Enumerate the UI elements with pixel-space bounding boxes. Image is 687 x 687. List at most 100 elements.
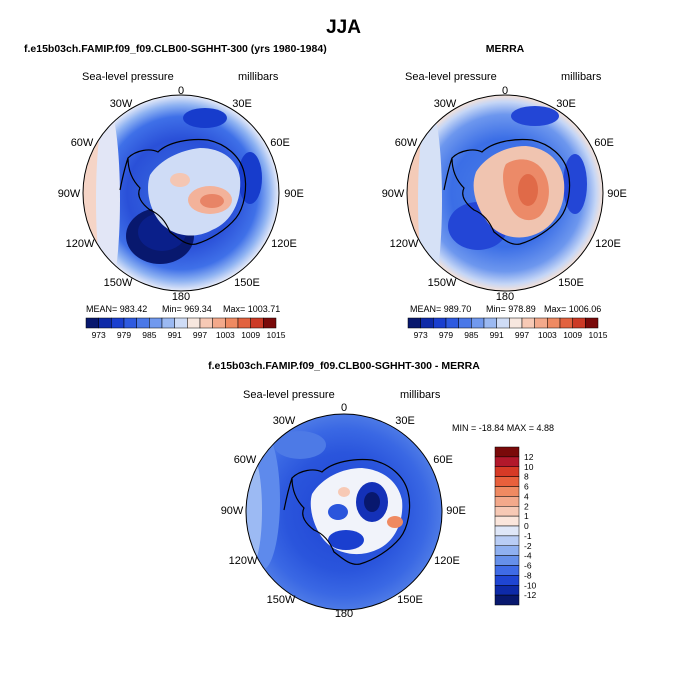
lon-label: 30E <box>395 415 415 427</box>
colorbar-swatch <box>85 317 99 329</box>
lon-label: 90W <box>382 188 405 200</box>
lon-label: 90E <box>607 188 627 200</box>
panel-diff-neg-ross <box>328 530 364 550</box>
panel-diff: f.e15b03ch.FAMIP.f09_f09.CLB00-SGHHT-300… <box>208 360 554 620</box>
panel-diff-west-light <box>246 456 262 564</box>
panel-model-low-east <box>238 152 262 204</box>
panel-diff-map <box>245 413 443 611</box>
colorbar-swatch <box>136 317 150 329</box>
colorbar-tick-label: 1015 <box>589 330 608 340</box>
panel-model-lon-labels: 0 30E 60E 90E 120E 150E 180 150W 120W 90… <box>58 85 304 303</box>
colorbar-tick-label: 997 <box>515 330 529 340</box>
colorbar-swatch <box>250 317 264 329</box>
colorbar-tick-label: 973 <box>414 330 428 340</box>
colorbar-tick-label: 2 <box>524 501 529 511</box>
page-title: JJA <box>326 17 361 38</box>
colorbar-swatch <box>174 317 188 329</box>
panel-merra-low-east <box>563 154 587 214</box>
lon-label: 90E <box>284 188 304 200</box>
lon-label: 120E <box>434 555 460 567</box>
colorbar-tick-label: 1009 <box>563 330 582 340</box>
panel-merra-lon-labels: 0 30E 60E 90E 120E 150E 180 150W 120W 90… <box>382 85 627 303</box>
colorbar-swatch <box>237 317 251 329</box>
lon-label: 0 <box>502 85 508 97</box>
colorbar-tick-label: -6 <box>524 561 532 571</box>
colorbar-swatch <box>494 565 520 576</box>
panel-model-map-border <box>82 94 280 292</box>
panel-merra-map-border <box>406 94 604 292</box>
colorbar-swatch <box>494 506 520 517</box>
colorbar-swatch <box>225 317 239 329</box>
colorbar-tick-label: -1 <box>524 531 532 541</box>
colorbar-swatch <box>445 317 459 329</box>
colorbar-tick-label: 0 <box>524 521 529 531</box>
lon-label: 30E <box>556 98 576 110</box>
lon-label: 120E <box>271 238 297 250</box>
panel-diff-neg-west <box>328 504 348 520</box>
colorbar-tick-label: 979 <box>117 330 131 340</box>
panel-merra-coastline <box>451 138 571 245</box>
colorbar-swatch <box>494 456 520 467</box>
colorbar-swatch <box>483 317 497 329</box>
colorbar-swatch <box>494 466 520 477</box>
lon-label: 0 <box>341 402 347 414</box>
panel-model-map <box>82 94 280 292</box>
colorbar-swatch <box>494 585 520 596</box>
lon-label: 30W <box>434 98 457 110</box>
colorbar-tick-label: 1015 <box>267 330 286 340</box>
panel-model-peninsula <box>119 157 129 191</box>
colorbar-swatch <box>263 317 277 329</box>
lon-label: 180 <box>172 291 190 303</box>
colorbar-swatch <box>494 515 520 527</box>
panel-model-title: f.e15b03ch.FAMIP.f09_f09.CLB00-SGHHT-300… <box>24 43 327 55</box>
stat-min: Min= 978.89 <box>486 304 536 314</box>
lon-label: 120W <box>390 238 419 250</box>
colorbar-tick-label: -12 <box>524 590 537 600</box>
panel-diff-variable-label: Sea-level pressure <box>243 389 335 401</box>
colorbar-swatch <box>521 317 535 329</box>
panel-merra-west-light-band <box>418 108 442 291</box>
panel-merra-high-core <box>518 174 538 206</box>
colorbar-tick-label: 985 <box>464 330 478 340</box>
colorbar-swatch <box>547 317 561 329</box>
panel-diff-pos-core <box>387 516 403 528</box>
lon-label: 120E <box>595 238 621 250</box>
lon-label: 0 <box>178 85 184 97</box>
lon-label: 120W <box>66 238 95 250</box>
colorbar-tick-label: 12 <box>524 452 534 462</box>
colorbar-swatch <box>494 476 520 487</box>
colorbar-swatch <box>534 317 548 329</box>
stat-mean: MEAN= 989.70 <box>410 304 471 314</box>
lon-label: 60W <box>234 454 257 466</box>
colorbar-swatch <box>407 317 421 329</box>
colorbar-swatch <box>123 317 137 329</box>
panel-model-coastline <box>127 138 247 245</box>
stat-mean: MEAN= 983.42 <box>86 304 147 314</box>
colorbar-tick-label: 10 <box>524 462 534 472</box>
panel-model-stats: MEAN= 983.42 Min= 969.34 Max= 1003.71 <box>86 304 280 314</box>
colorbar-tick-label: 1003 <box>538 330 557 340</box>
colorbar-swatch <box>494 486 520 497</box>
panel-model-high-plateau <box>170 173 190 187</box>
colorbar-tick-label: 985 <box>142 330 156 340</box>
colorbar-swatch <box>572 317 586 329</box>
panel-merra-map <box>406 94 604 292</box>
panel-merra-title: MERRA <box>486 43 525 55</box>
stat-min: Min= 969.34 <box>162 304 212 314</box>
panel-merra-stats: MEAN= 989.70 Min= 978.89 Max= 1006.06 <box>410 304 601 314</box>
panel-diff-title: f.e15b03ch.FAMIP.f09_f09.CLB00-SGHHT-300… <box>208 360 480 372</box>
lon-label: 150E <box>397 594 423 606</box>
panel-model-west-light-band <box>96 108 120 291</box>
colorbar-tick-label: -10 <box>524 580 537 590</box>
colorbar-tick-label: 1003 <box>216 330 235 340</box>
colorbar-tick-label: 1009 <box>241 330 260 340</box>
panel-model: f.e15b03ch.FAMIP.f09_f09.CLB00-SGHHT-300… <box>24 43 327 340</box>
colorbar-swatch <box>509 317 523 329</box>
lon-label: 60E <box>270 137 290 149</box>
colorbar-swatch <box>585 317 599 329</box>
lon-label: 60W <box>71 137 94 149</box>
stat-max: Max= 1003.71 <box>223 304 280 314</box>
lon-label: 150W <box>267 594 296 606</box>
